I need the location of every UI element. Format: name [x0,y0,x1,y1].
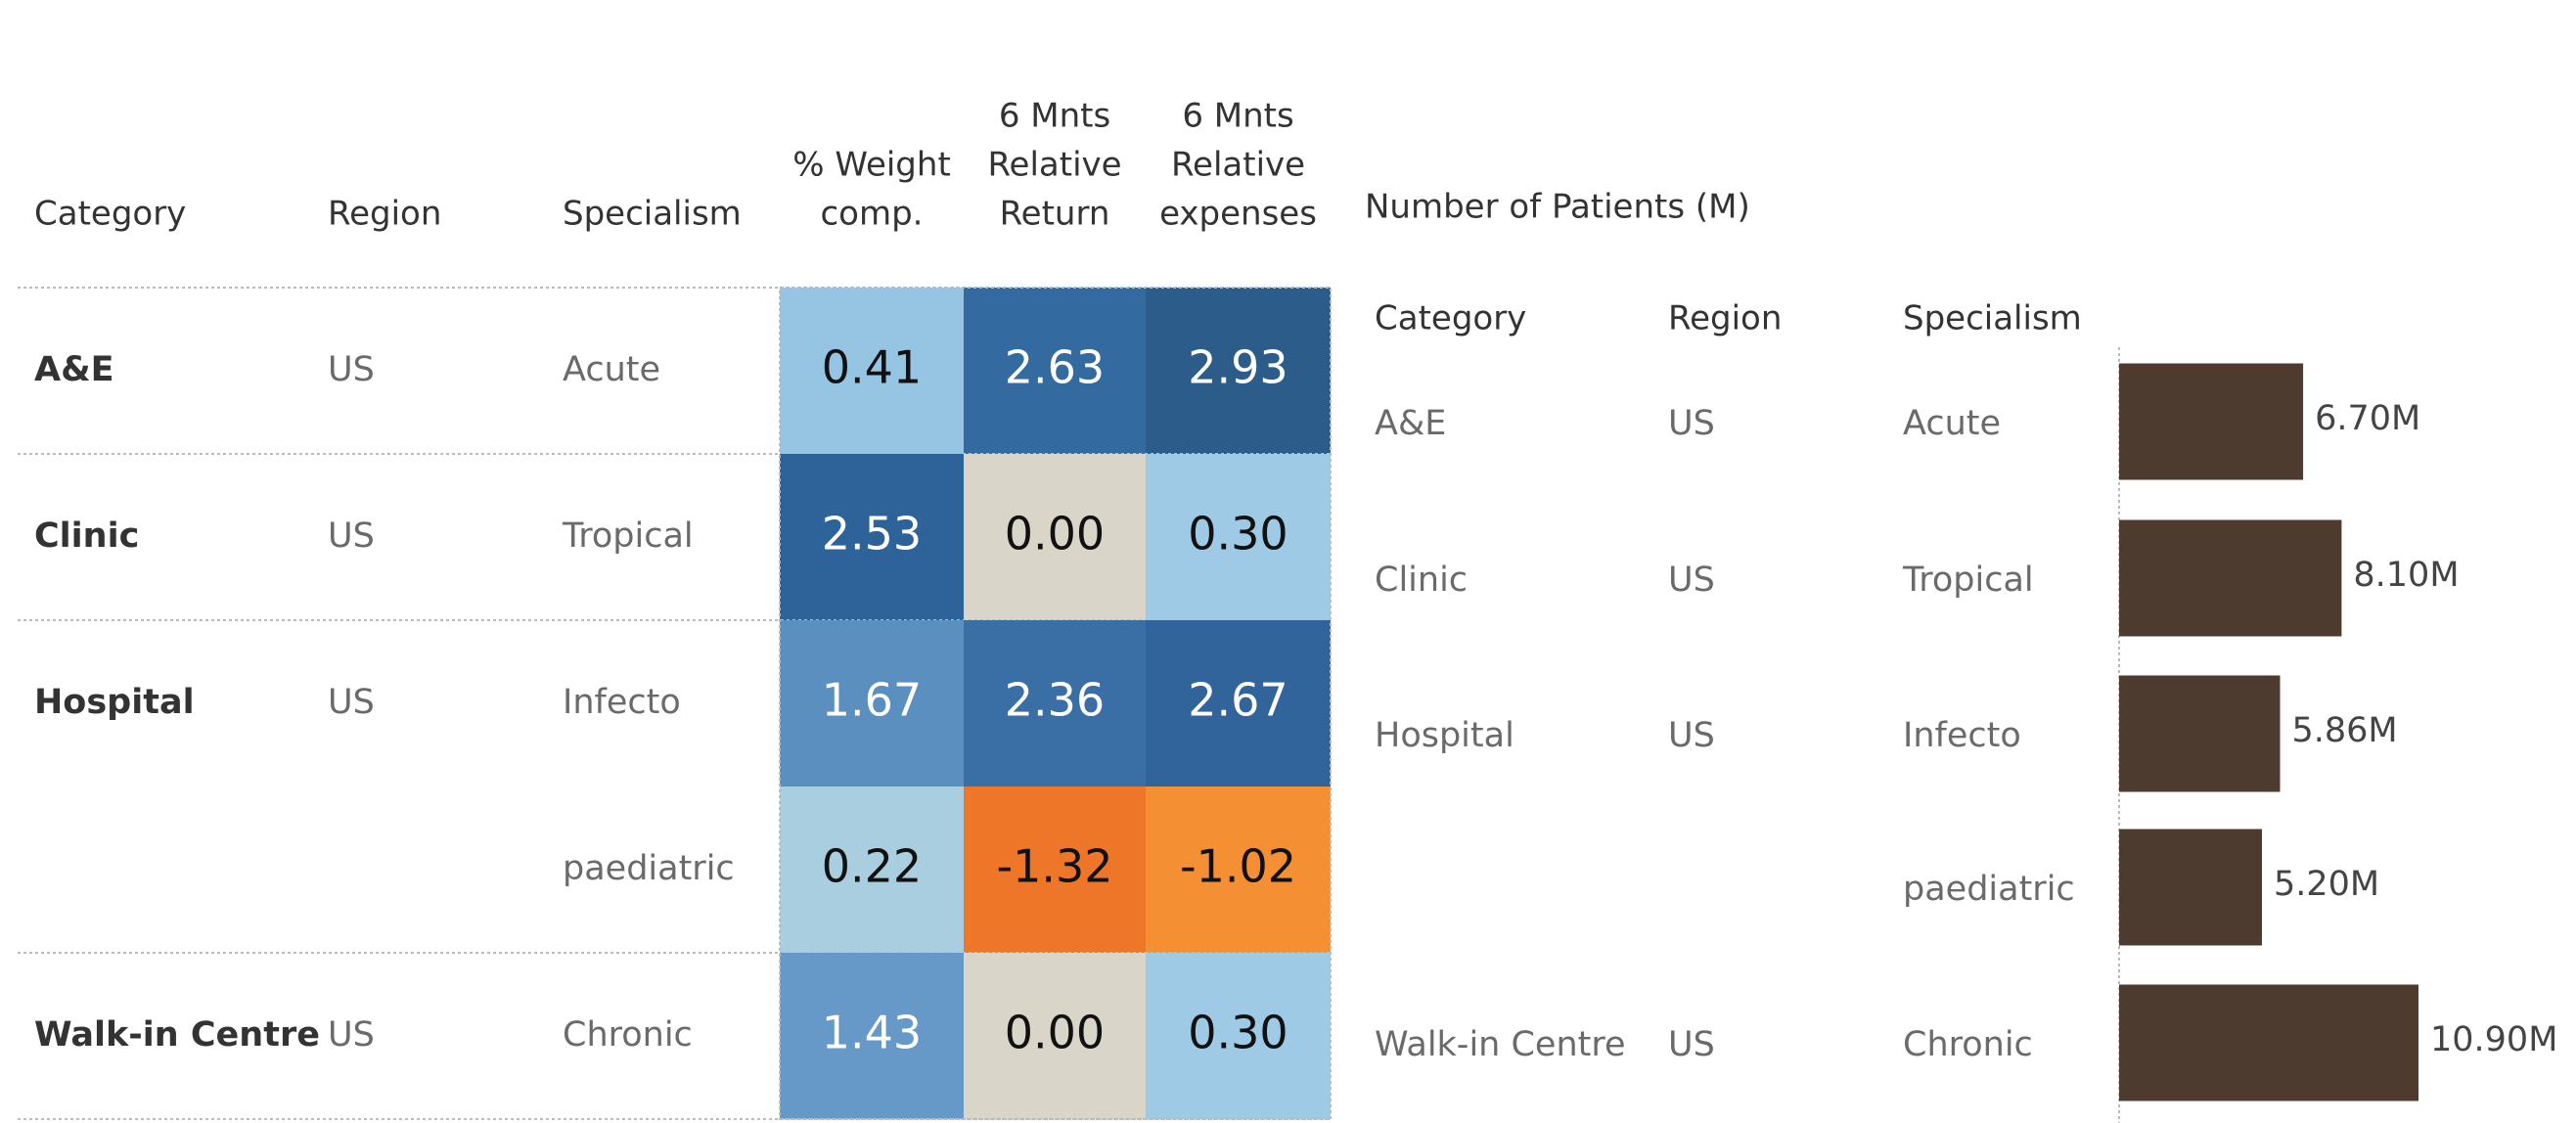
bar [2119,363,2304,480]
row-label: Clinic [1375,561,1468,600]
column-header: Category [34,195,186,234]
row-label: US [328,1015,375,1055]
value-label: 6.70M [2315,399,2420,438]
column-header: Region [328,195,441,234]
column-header: Specialism [563,195,742,234]
row-label: Tropical [562,517,694,556]
row-label: US [328,683,375,722]
heat-border [779,287,1332,1120]
heat-value: 0.00 [1005,1007,1105,1059]
row-label: Chronic [1903,1025,2033,1064]
row-label: Acute [1903,404,2001,443]
value-label: 8.10M [2353,556,2459,595]
heat-cell [964,620,1146,786]
heat-cell [780,953,964,1119]
row-label: US [1668,716,1715,755]
row-label: Infecto [563,683,681,722]
heat-value: 2.67 [1188,674,1288,727]
heat-cell [1146,288,1331,454]
heat-cell [780,786,964,953]
column-header: comp. [820,195,923,234]
category-label: Hospital [34,683,195,722]
row-label: paediatric [563,849,735,888]
row-label: Tropical [1902,561,2034,600]
heat-cell [1146,620,1331,786]
row-label: US [1668,404,1715,443]
column-header: % Weight [792,146,951,185]
row-label: Hospital [1375,716,1514,755]
column-header: 6 Mnts [999,97,1110,136]
row-label: Acute [563,350,660,389]
column-header: Return [1000,195,1110,234]
heat-value: 1.67 [822,674,922,727]
row-label: US [328,517,375,556]
value-label: 5.86M [2292,711,2398,750]
value-label: 10.90M [2430,1020,2557,1059]
heat-cell [964,288,1146,454]
heat-value: 2.36 [1005,674,1105,727]
heat-value: 2.63 [1005,341,1105,394]
row-label: US [1668,1025,1715,1064]
heat-cell [780,620,964,786]
heat-value: 0.30 [1188,1007,1288,1059]
category-label: Clinic [34,517,139,556]
row-label: paediatric [1903,870,2075,909]
heat-value: 2.53 [822,508,922,561]
bar [2119,519,2342,637]
row-label: Infecto [1903,716,2021,755]
heat-value: -1.32 [996,840,1112,893]
column-header: Category [1375,299,1526,338]
row-label: Chronic [563,1015,693,1055]
row-label: US [328,350,375,389]
heat-value: 0.30 [1188,508,1288,561]
column-header: Relative [987,146,1121,185]
heat-value: 0.41 [822,341,922,394]
heat-cell [780,454,964,620]
heat-value: 1.43 [822,1007,922,1059]
row-label: Walk-in Centre [1375,1025,1626,1064]
heat-value: -1.02 [1180,840,1296,893]
row-label: A&E [1375,404,1446,443]
heat-value: 0.00 [1005,508,1105,561]
row-label: US [1668,561,1715,600]
heat-cell [1146,953,1331,1119]
heat-cell [964,454,1146,620]
heat-cell [1146,786,1331,953]
column-header: Region [1668,299,1782,338]
heat-cell [1146,454,1331,620]
heat-cell [964,953,1146,1119]
value-label: 5.20M [2274,865,2379,904]
chart-title: Number of Patients (M) [1365,188,1750,227]
column-header: expenses [1159,195,1317,234]
category-label: A&E [34,350,114,389]
column-header: Relative [1171,146,1305,185]
bar [2119,829,2262,946]
heat-cell [780,288,964,454]
column-header: Specialism [1903,299,2082,338]
bar [2119,984,2418,1101]
column-header: 6 Mnts [1182,97,1293,136]
category-label: Walk-in Centre [34,1015,320,1055]
bar [2119,675,2281,792]
heat-value: 2.93 [1188,341,1288,394]
heat-cell [964,786,1146,953]
heat-value: 0.22 [822,840,922,893]
